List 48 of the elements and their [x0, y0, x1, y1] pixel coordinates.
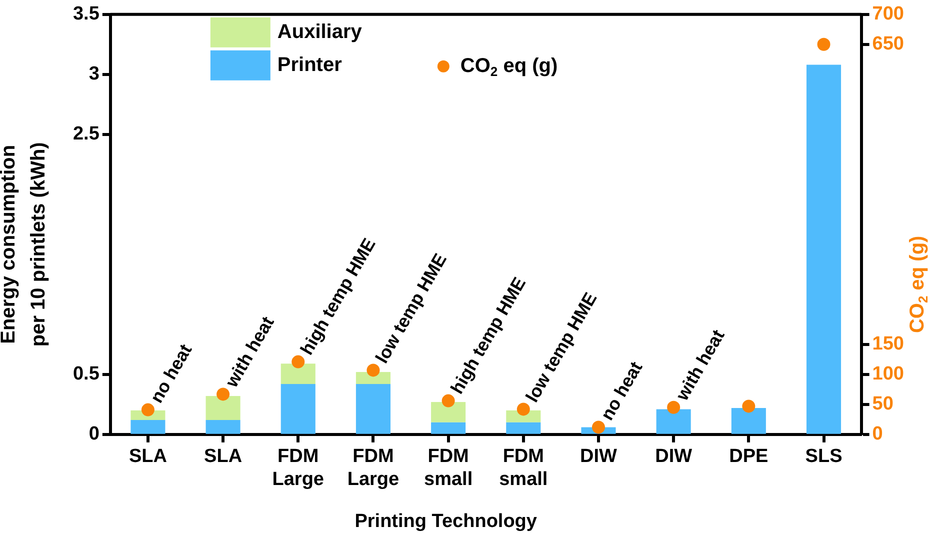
x-axis-title: Printing Technology [354, 511, 538, 532]
y2-tick-label: 700 [872, 4, 904, 25]
y-tick-label: 0 [88, 424, 100, 445]
x-tick-label: FDM small [424, 446, 473, 490]
y2-tick-label: 0 [872, 424, 883, 445]
y2-tick-label: 100 [872, 364, 904, 385]
bar [731, 408, 766, 434]
bar [431, 422, 466, 434]
y2-axis-title: CO2 eq (g) [906, 236, 931, 334]
bar [206, 420, 240, 434]
y-tick-label: 3 [88, 64, 100, 85]
point [141, 403, 154, 416]
point [742, 400, 756, 413]
y2-tick-label: 50 [872, 394, 894, 415]
x-tick-label: DPE [729, 446, 768, 468]
legend-label: Auxiliary [277, 20, 363, 43]
x-tick-label: SLA [204, 446, 242, 468]
y-tick-label: 2.5 [72, 124, 100, 145]
point [366, 364, 380, 377]
point [667, 400, 680, 414]
point [817, 38, 830, 51]
y-axis-title: Energy consumption per 10 printlets (kWh) [0, 142, 50, 347]
x-tick-label: SLS [805, 446, 842, 468]
bar [506, 422, 541, 434]
point [592, 420, 605, 434]
bar [431, 402, 466, 422]
point [216, 388, 230, 401]
x-tick-label: FDM small [499, 446, 548, 490]
bar [656, 409, 691, 434]
x-tick-label: FDM Large [347, 446, 400, 490]
x-tick-label: FDM Large [272, 446, 324, 490]
x-tick-label: DIW [655, 446, 692, 468]
y2-tick-label: 150 [872, 334, 904, 355]
bar [280, 384, 316, 434]
point [516, 402, 530, 416]
bar [280, 364, 316, 384]
bar [130, 420, 166, 434]
bar [806, 64, 842, 434]
x-tick-label: SLA [128, 446, 168, 468]
legend-label: Printer [277, 54, 342, 76]
bar [356, 384, 390, 434]
y-tick-label: 3.5 [72, 4, 100, 25]
bar [206, 396, 240, 420]
x-tick-label: DIW [580, 446, 618, 468]
y-tick-label: 0.5 [72, 364, 100, 385]
y2-tick-label: 650 [872, 34, 904, 55]
point [442, 394, 455, 408]
point [292, 355, 305, 368]
